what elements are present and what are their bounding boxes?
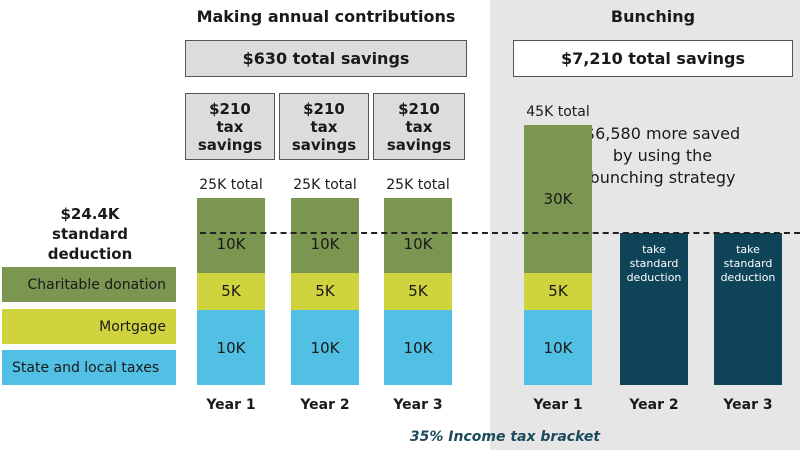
- total-label: 25K total: [293, 176, 357, 193]
- bar-segment: 10K: [197, 197, 265, 273]
- standard-deduction-bar: take standard deduction: [714, 233, 782, 385]
- legend-salt: State and local taxes: [2, 350, 176, 385]
- legend-charitable: Charitable donation: [2, 267, 176, 302]
- annotation: $6,580 more saved by using the bunching …: [584, 124, 741, 187]
- total-label: 45K total: [526, 103, 590, 120]
- tax-savings-box-1: $210 tax savings: [185, 93, 275, 160]
- legend-mortgage: Mortgage: [2, 309, 176, 344]
- year-label: Year 2: [300, 397, 350, 413]
- standard-deduction-label: $24.4K standard deduction: [47, 205, 133, 263]
- bar-segment: 10K: [384, 197, 452, 273]
- tax-savings-box-3: $210 tax savings: [373, 93, 465, 160]
- bar-segment: 5K: [384, 272, 452, 310]
- left-savings-box: $630 total savings: [185, 40, 467, 77]
- year-label: Year 3: [393, 397, 443, 413]
- right-savings-box: $7,210 total savings: [513, 40, 793, 77]
- bar-segment: 30K: [524, 124, 592, 273]
- bar-segment: 10K: [197, 310, 265, 385]
- standard-deduction-line: [200, 232, 800, 234]
- bar-segment: 10K: [524, 310, 592, 385]
- bar-segment: 10K: [291, 197, 359, 273]
- tax-savings-box-2: $210 tax savings: [279, 93, 369, 160]
- bar-segment: 10K: [384, 310, 452, 385]
- year-label: Year 1: [206, 397, 256, 413]
- bar-segment: 5K: [291, 272, 359, 310]
- year-label: Year 3: [723, 397, 773, 413]
- bar-segment: 5K: [524, 272, 592, 310]
- footnote: 35% Income tax bracket: [409, 429, 601, 445]
- total-label: 25K total: [386, 176, 450, 193]
- bar-segment: 5K: [197, 272, 265, 310]
- right-title: Bunching: [610, 7, 696, 26]
- year-label: Year 2: [629, 397, 679, 413]
- left-title: Making annual contributions: [196, 7, 456, 26]
- total-label: 25K total: [199, 176, 263, 193]
- standard-deduction-bar: take standard deduction: [620, 233, 688, 385]
- year-label: Year 1: [533, 397, 583, 413]
- bar-segment: 10K: [291, 310, 359, 385]
